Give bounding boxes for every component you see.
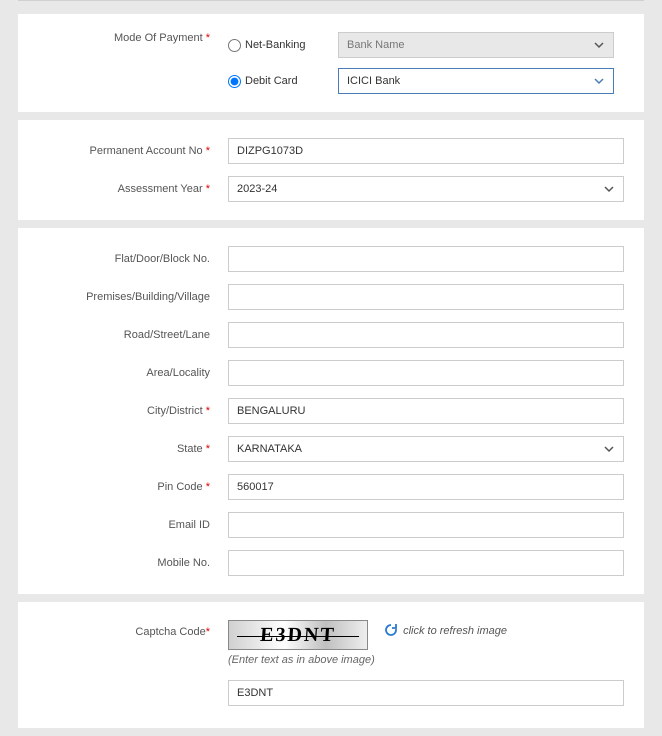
flat-label: Flat/Door/Block No. <box>28 253 228 265</box>
captcha-input[interactable] <box>228 680 624 706</box>
account-panel: Permanent Account No * Assessment Year *… <box>18 120 644 220</box>
selected-bank: ICICI Bank <box>347 75 400 87</box>
net-banking-bank-select[interactable]: Bank Name <box>338 32 614 58</box>
pan-label: Permanent Account No * <box>28 145 228 157</box>
state-value: KARNATAKA <box>237 443 302 455</box>
payment-panel: Mode Of Payment * Net-Banking Bank Name <box>18 14 644 112</box>
mobile-input[interactable] <box>228 550 624 576</box>
email-input[interactable] <box>228 512 624 538</box>
refresh-captcha-link[interactable]: click to refresh image <box>383 622 507 641</box>
city-input[interactable] <box>228 398 624 424</box>
pin-input[interactable] <box>228 474 624 500</box>
captcha-image-text: E3DNT <box>228 621 368 649</box>
premises-input[interactable] <box>228 284 624 310</box>
email-label: Email ID <box>28 519 228 531</box>
debit-card-option[interactable]: Debit Card <box>228 75 328 88</box>
road-input[interactable] <box>228 322 624 348</box>
captcha-hint: (Enter text as in above image) <box>228 654 624 666</box>
debit-card-radio[interactable] <box>228 75 241 88</box>
net-banking-label: Net-Banking <box>245 39 306 51</box>
pan-input[interactable] <box>228 138 624 164</box>
city-label: City/District * <box>28 405 228 417</box>
address-panel: Flat/Door/Block No. Premises/Building/Vi… <box>18 228 644 594</box>
premises-label: Premises/Building/Village <box>28 291 228 303</box>
area-input[interactable] <box>228 360 624 386</box>
captcha-image: E3DNT <box>228 620 368 650</box>
area-label: Area/Locality <box>28 367 228 379</box>
mode-of-payment-label: Mode Of Payment * <box>28 32 228 44</box>
state-label: State * <box>28 443 228 455</box>
refresh-label: click to refresh image <box>403 625 507 637</box>
pin-label: Pin Code * <box>28 481 228 493</box>
captcha-panel: Captcha Code* E3DNT click to refresh ima… <box>18 602 644 728</box>
chevron-down-icon <box>603 443 615 455</box>
assessment-year-select[interactable]: 2023-24 <box>228 176 624 202</box>
chevron-down-icon <box>593 39 605 51</box>
debit-card-bank-select[interactable]: ICICI Bank <box>338 68 614 94</box>
state-select[interactable]: KARNATAKA <box>228 436 624 462</box>
mobile-label: Mobile No. <box>28 557 228 569</box>
flat-input[interactable] <box>228 246 624 272</box>
net-banking-radio[interactable] <box>228 39 241 52</box>
debit-card-label: Debit Card <box>245 75 298 87</box>
captcha-label: Captcha Code* <box>28 620 228 638</box>
bank-name-placeholder: Bank Name <box>347 39 404 51</box>
refresh-icon <box>383 622 399 641</box>
assessment-year-value: 2023-24 <box>237 183 277 195</box>
chevron-down-icon <box>603 183 615 195</box>
assessment-year-label: Assessment Year * <box>28 183 228 195</box>
net-banking-option[interactable]: Net-Banking <box>228 39 328 52</box>
chevron-down-icon <box>593 75 605 87</box>
road-label: Road/Street/Lane <box>28 329 228 341</box>
